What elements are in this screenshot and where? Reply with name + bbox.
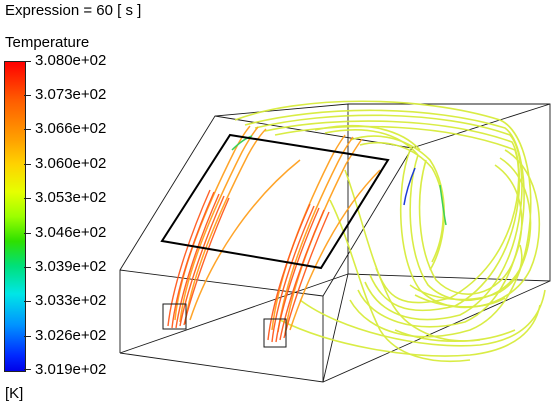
- legend-tick-label: 3.053e+02: [35, 189, 107, 206]
- legend-tick-label: 3.066e+02: [35, 120, 107, 137]
- legend-tick-label: 3.046e+02: [35, 224, 107, 241]
- streamlines-cool: [231, 135, 447, 226]
- legend-tick-mark: [24, 301, 31, 302]
- legend-tick-mark: [24, 267, 31, 268]
- wireframe-front-face: [119, 103, 349, 383]
- legend-unit-label: [K]: [5, 385, 24, 402]
- legend-tick-label: 3.026e+02: [35, 327, 107, 344]
- legend-tick-label: 3.039e+02: [35, 258, 107, 275]
- legend-tick-label: 3.080e+02: [35, 52, 107, 69]
- legend-tick-mark: [24, 336, 31, 337]
- legend-tick-label: 3.019e+02: [35, 361, 107, 378]
- legend-tick-label: 3.060e+02: [35, 155, 107, 172]
- domain-wireframe: [119, 103, 551, 383]
- wireframe-edge: [322, 147, 413, 297]
- legend-tick-mark: [24, 198, 31, 199]
- inlet-vent-left: [162, 303, 187, 330]
- streamlines-warm: [174, 125, 381, 335]
- window-outline: [160, 133, 390, 270]
- wireframe-edge: [119, 269, 324, 297]
- inlet-vent-right: [263, 318, 287, 348]
- legend-tick-label: 3.073e+02: [35, 86, 107, 103]
- temperature-colorbar: [4, 61, 26, 372]
- legend-title: Temperature: [5, 34, 90, 51]
- streamlines-neutral: [234, 100, 546, 363]
- wireframe-edge: [322, 280, 551, 383]
- legend-tick-mark: [24, 61, 31, 62]
- legend-tick-mark: [24, 233, 31, 234]
- streamlines-hot: [167, 189, 330, 343]
- legend-tick-label: 3.033e+02: [35, 292, 107, 309]
- expression-label: Expression = 60 [ s ]: [5, 2, 142, 19]
- legend-tick-mark: [24, 95, 31, 96]
- wireframe-edge: [119, 273, 349, 354]
- legend-tick-mark: [24, 164, 31, 165]
- legend-tick-mark: [24, 369, 31, 370]
- wireframe-back-face: [347, 103, 551, 282]
- legend-tick-mark: [24, 129, 31, 130]
